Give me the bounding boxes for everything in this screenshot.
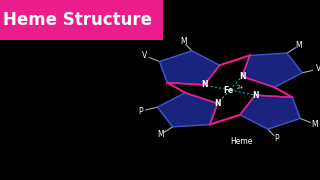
Polygon shape (240, 95, 300, 129)
Text: Heme Structure: Heme Structure (3, 11, 152, 29)
Text: M: M (180, 37, 187, 46)
Text: M: M (295, 41, 302, 50)
Text: V: V (142, 51, 148, 60)
Text: N: N (252, 91, 259, 100)
FancyBboxPatch shape (0, 0, 163, 40)
Polygon shape (159, 51, 220, 85)
Text: M: M (157, 130, 164, 139)
Text: P: P (139, 107, 143, 116)
Text: N: N (214, 99, 221, 108)
Text: Fe: Fe (223, 86, 233, 94)
Text: V: V (316, 64, 320, 73)
Polygon shape (242, 53, 302, 87)
Text: P: P (274, 134, 279, 143)
Polygon shape (157, 93, 218, 127)
Text: 2+: 2+ (237, 85, 244, 90)
Text: N: N (239, 72, 245, 81)
Text: M: M (311, 120, 318, 129)
Text: N: N (201, 80, 208, 89)
Text: Heme: Heme (230, 137, 252, 146)
